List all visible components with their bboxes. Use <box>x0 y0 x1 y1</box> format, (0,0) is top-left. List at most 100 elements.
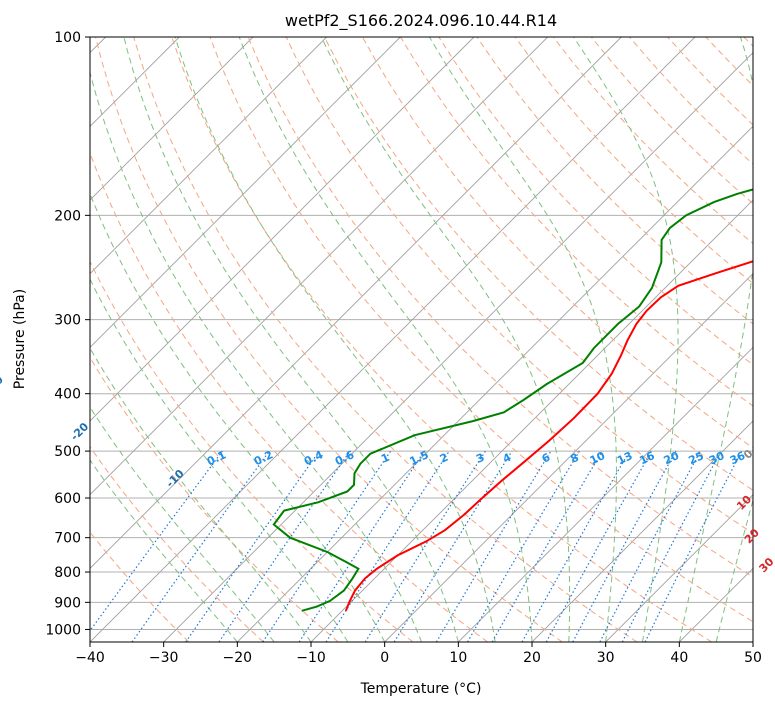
mixing-ratio-label: 8 <box>568 451 580 466</box>
dry-adiabat-line <box>667 37 753 126</box>
isotherm-line <box>90 37 548 496</box>
y-tick-label: 600 <box>54 491 81 507</box>
isotherm-line <box>310 199 753 642</box>
isotherm-line <box>458 346 753 642</box>
mixing-ratio-line <box>572 450 677 642</box>
dry-adiabat-line <box>90 260 414 642</box>
y-tick-label: 700 <box>54 531 81 547</box>
isotherm-line <box>90 37 401 348</box>
dewpoint-profile-line <box>272 188 753 612</box>
mixing-ratio-label: 13 <box>615 449 634 467</box>
dry-adiabat-line <box>590 37 753 205</box>
y-tick-label: 800 <box>54 565 81 581</box>
moist-adiabat-line <box>90 347 312 642</box>
dry-adiabat-line <box>95 37 563 642</box>
moist-adiabat-line <box>90 406 275 642</box>
y-tick-label: 400 <box>54 387 81 403</box>
mixing-ratio-label: 20 <box>662 449 682 467</box>
y-axis-label: Pressure (hPa) <box>12 289 28 389</box>
y-tick-label: 300 <box>54 313 81 329</box>
dry-adiabat-line <box>247 37 753 578</box>
y-tick-label: 900 <box>54 595 81 611</box>
dry-adiabat-line <box>90 445 264 642</box>
moist-adiabat-line <box>90 192 386 642</box>
moist-adiabat-line <box>123 37 459 642</box>
mixing-ratio-label: 10 <box>588 449 608 467</box>
mixing-ratio-label: 25 <box>686 449 705 467</box>
mixing-ratio-label: 6 <box>540 451 553 466</box>
isotherm-line <box>90 37 327 275</box>
x-tick-label: 30 <box>597 650 615 666</box>
moist-adiabat-line <box>678 37 753 642</box>
mixing-ratio-line <box>599 450 702 642</box>
mixing-ratio-line <box>298 450 425 642</box>
mixing-ratio-line <box>262 450 392 642</box>
moist-adiabat-line <box>715 498 753 642</box>
y-tick-label: 200 <box>54 208 81 224</box>
mixing-ratio-line <box>644 450 743 642</box>
dry-adiabat-line <box>209 37 753 623</box>
dry-adiabat-label: -30 <box>0 373 6 396</box>
dry-adiabat-line <box>552 37 753 245</box>
x-tick-label: −40 <box>75 650 105 666</box>
isotherm-line <box>752 641 753 642</box>
isotherm-line <box>384 273 753 642</box>
x-tick-label: −20 <box>223 650 253 666</box>
dry-adiabat-line <box>514 37 753 285</box>
moist-adiabat-line <box>90 459 238 642</box>
dry-adiabat-line <box>438 37 753 366</box>
dry-adiabat-line <box>323 37 753 491</box>
x-tick-label: −30 <box>149 650 179 666</box>
mixing-ratio-line <box>185 450 320 642</box>
mixing-ratio-line <box>131 450 270 642</box>
dry-adiabat-label: -10 <box>164 467 187 490</box>
x-axis-label: Temperature (°C) <box>360 681 482 697</box>
mixing-ratio-line <box>435 450 552 642</box>
mixing-ratio-line <box>325 450 450 642</box>
mixing-ratio-line <box>218 450 351 642</box>
mixing-ratio-label: 1 <box>379 451 391 466</box>
dry-adiabat-line <box>90 151 488 642</box>
mixing-ratio-label: 36 <box>728 449 748 467</box>
mixing-ratio-label: 4 <box>501 451 514 466</box>
y-tick-label: 100 <box>54 30 81 46</box>
temperature-profile-line <box>344 260 753 612</box>
mixing-ratio-line <box>364 450 486 642</box>
moist-adiabat-line <box>320 37 571 642</box>
isotherm-line <box>679 567 753 642</box>
mixing-ratio-label: 16 <box>637 449 657 467</box>
isotherm-line <box>90 37 254 201</box>
dry-adiabat-line <box>705 37 753 87</box>
dry-adiabat-line <box>133 37 638 642</box>
isotherm-line <box>237 125 753 642</box>
y-tick-label: 500 <box>54 444 81 460</box>
moist-adiabat-line <box>90 70 422 642</box>
isotherm-line <box>90 37 475 422</box>
mixing-ratio-line <box>545 450 653 642</box>
dry-adiabat-label: -20 <box>68 420 91 443</box>
mixing-ratio-label: 30 <box>707 449 727 467</box>
isotherm-line <box>605 494 753 642</box>
dry-adiabat-line <box>476 37 753 325</box>
dry-adiabat-line <box>743 37 753 47</box>
isotherm-line <box>163 52 753 642</box>
x-tick-label: 50 <box>744 650 762 666</box>
moist-adiabat-label: 20 <box>742 526 762 546</box>
y-tick-label: 1000 <box>45 622 81 638</box>
moist-adiabat-label: 30 <box>757 555 775 575</box>
dry-adiabat-line <box>90 356 339 642</box>
x-tick-label: 10 <box>449 650 467 666</box>
dry-adiabat-line <box>171 37 712 642</box>
dry-adiabat-line <box>285 37 753 535</box>
dry-adiabat-line <box>90 531 190 642</box>
moist-adiabat-line <box>238 37 533 642</box>
x-tick-label: 40 <box>670 650 688 666</box>
isotherm-line <box>531 420 753 642</box>
mixing-ratio-line <box>90 450 223 632</box>
x-tick-label: −10 <box>296 650 326 666</box>
chart-title: wetPf2_S166.2024.096.10.44.R14 <box>285 11 557 31</box>
moist-adiabat-line <box>573 37 679 642</box>
isotherm-line <box>90 37 696 642</box>
moist-adiabat-line <box>429 37 617 642</box>
